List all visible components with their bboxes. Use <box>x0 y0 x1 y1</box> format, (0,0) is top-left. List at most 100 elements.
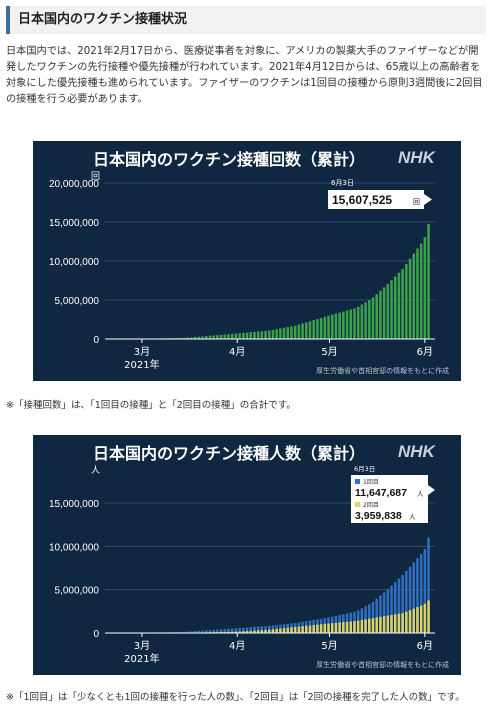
bar-second-dose <box>312 625 315 633</box>
source-note: 厚生労働省や首相官邸の情報をもとに作成 <box>316 660 449 669</box>
bar-first-dose <box>271 625 275 633</box>
chart-people-panel: 日本国内のワクチン接種人数（累計） NHK 人 0 5,000,000 10,000,00… <box>33 435 461 675</box>
bar-total <box>271 329 275 339</box>
bar-second-dose <box>260 630 264 633</box>
bar-second-dose <box>230 631 234 633</box>
bar-first-dose <box>216 629 219 633</box>
bar-first-dose <box>238 628 241 633</box>
chart-doses-panel: 日本国内のワクチン接種回数（累計） NHK 回 0 5,000,000 10,000,00… <box>33 141 461 381</box>
bar-second-dose <box>368 618 371 633</box>
bar-total <box>219 334 223 339</box>
nhk-logo: NHK <box>398 442 437 461</box>
bar-second-dose <box>293 626 297 633</box>
y-tick-label: 5,000,000 <box>55 296 100 307</box>
bar-second-dose <box>419 605 423 633</box>
bar-total <box>227 334 230 339</box>
bar-total <box>212 335 215 339</box>
callout-pointer <box>428 485 435 495</box>
bar-second-dose <box>371 618 375 633</box>
bar-total <box>253 331 256 339</box>
year-label: 2021年 <box>124 358 159 371</box>
bar-total <box>371 297 375 339</box>
bar-total <box>423 237 427 339</box>
x-tick-label: 4月 <box>229 346 245 358</box>
bar-total <box>275 329 278 339</box>
note-doses: ※「接種回数」は、「1回目の接種」と「2回目の接種」の合計です。 <box>6 400 296 411</box>
callout-box <box>351 475 428 523</box>
bar-first-dose <box>190 631 193 633</box>
bar-total <box>223 334 227 339</box>
bar-first-dose <box>427 537 430 633</box>
bar-second-dose <box>264 629 267 633</box>
bar-total <box>208 335 212 339</box>
legend-swatch-first <box>355 479 360 484</box>
bar-total <box>356 306 360 339</box>
bar-second-dose <box>253 630 256 633</box>
bar-first-dose <box>219 629 223 633</box>
callout-box <box>328 190 424 209</box>
bar-first-dose <box>208 630 212 633</box>
bar-total <box>179 337 182 339</box>
bar-total <box>360 304 364 339</box>
bar-second-dose <box>242 631 245 633</box>
bar-total <box>345 310 349 339</box>
bar-first-dose <box>186 631 190 633</box>
bar-total <box>353 308 356 339</box>
bar-first-dose <box>268 625 271 633</box>
bar-total <box>375 294 378 339</box>
bar-total <box>279 328 282 339</box>
callout-pointer <box>424 194 432 205</box>
bar-total <box>397 272 401 339</box>
bar-total <box>334 313 338 339</box>
bar-total <box>242 332 245 339</box>
bar-total <box>382 287 386 339</box>
bar-first-dose <box>223 629 227 633</box>
x-tick-label: 5月 <box>321 346 337 358</box>
bar-second-dose <box>308 625 312 633</box>
bar-second-dose <box>316 624 319 633</box>
bar-first-dose <box>419 554 423 633</box>
bar-second-dose <box>323 623 327 633</box>
bar-total <box>301 323 304 339</box>
bar-first-dose <box>205 630 208 633</box>
chart-doses: 日本国内のワクチン接種回数（累計） NHK 回 0 5,000,000 10,000,00… <box>49 148 449 375</box>
bar-second-dose <box>338 622 341 633</box>
bar-total <box>190 337 193 339</box>
bar-total <box>249 332 252 339</box>
bar-total <box>290 326 293 339</box>
bar-total <box>175 337 178 339</box>
bar-first-dose <box>230 628 234 633</box>
bar-total <box>427 223 430 339</box>
y-tick-label: 0 <box>93 335 99 346</box>
bar-first-dose <box>182 631 186 633</box>
chart-title: 日本国内のワクチン接種回数（累計） <box>93 150 365 169</box>
bar-second-dose <box>386 615 390 633</box>
bar-first-dose <box>371 601 375 633</box>
bar-total <box>186 337 190 339</box>
bar-total <box>401 268 404 339</box>
bar-second-dose <box>305 625 308 633</box>
bar-first-dose <box>201 630 204 633</box>
bar-second-dose <box>427 600 430 633</box>
bar-second-dose <box>282 628 286 633</box>
bar-total <box>323 316 327 339</box>
bar-total <box>338 312 341 339</box>
bar-first-dose <box>212 629 215 633</box>
bar-first-dose <box>242 627 245 633</box>
bar-first-dose <box>390 585 393 633</box>
y-tick-label: 15,000,000 <box>49 218 99 229</box>
bar-total <box>379 290 382 339</box>
bar-total <box>316 319 319 339</box>
bar-total <box>216 335 219 339</box>
bar-total <box>182 337 186 339</box>
year-label: 2021年 <box>124 652 159 665</box>
bar-first-dose <box>405 570 408 633</box>
bar-first-dose <box>256 626 260 633</box>
bar-first-dose <box>408 566 412 633</box>
bar-total <box>256 331 260 339</box>
bar-first-dose <box>193 631 197 633</box>
nhk-logo: NHK <box>398 148 437 167</box>
bar-second-dose <box>256 630 260 633</box>
x-tick-label: 4月 <box>229 640 245 652</box>
bar-second-dose <box>397 613 401 633</box>
